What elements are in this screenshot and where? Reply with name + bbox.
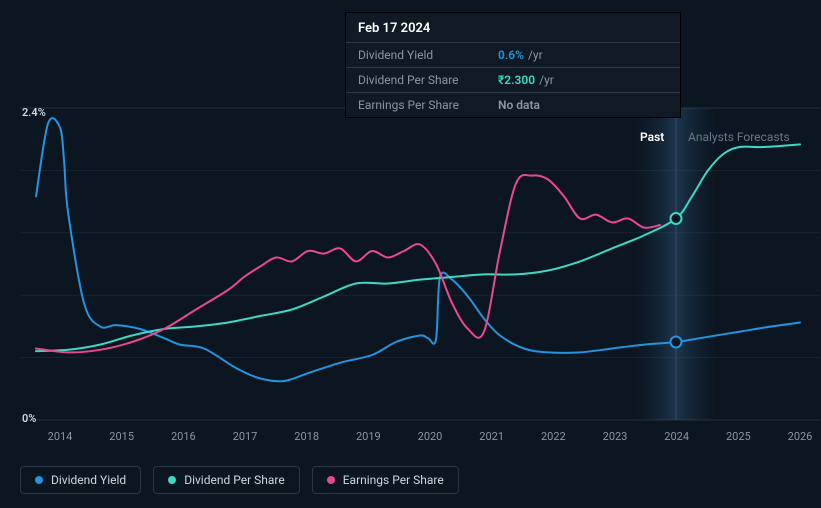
x-axis-label: 2020	[418, 430, 443, 443]
legend-label: Earnings Per Share	[343, 473, 444, 487]
x-axis-label: 2018	[294, 430, 319, 443]
tooltip-row-value: ₹2.300	[498, 73, 535, 87]
legend: Dividend Yield Dividend Per Share Earnings…	[20, 466, 459, 494]
x-axis-label: 2023	[603, 430, 628, 443]
x-axis-label: 2021	[479, 430, 504, 443]
tooltip-row-label: Dividend Yield	[358, 48, 498, 62]
legend-item[interactable]: Dividend Per Share	[153, 466, 300, 494]
tooltip-row-suffix: /yr	[539, 73, 554, 87]
legend-label: Dividend Yield	[51, 473, 126, 487]
tooltip-row-value: 0.6%	[498, 48, 524, 62]
tooltip-row-suffix: /yr	[528, 48, 543, 62]
tooltip-row: Dividend Per Share₹2.300/yr	[346, 68, 680, 93]
tooltip: Feb 17 2024 Dividend Yield0.6%/yrDividen…	[345, 12, 681, 118]
x-axis-label: 2022	[541, 430, 566, 443]
forecast-label: Analysts Forecasts	[688, 130, 790, 144]
x-axis-label: 2017	[233, 430, 258, 443]
legend-item[interactable]: Earnings Per Share	[312, 466, 459, 494]
legend-item[interactable]: Dividend Yield	[20, 466, 141, 494]
x-axis-label: 2014	[48, 430, 73, 443]
x-axis-label: 2025	[726, 430, 751, 443]
x-axis-label: 2019	[356, 430, 381, 443]
y-axis-label: 2.4%	[22, 106, 46, 119]
x-axis-label: 2016	[171, 430, 196, 443]
past-label: Past	[640, 130, 664, 144]
tooltip-row-label: Dividend Per Share	[358, 73, 498, 87]
tooltip-row: Earnings Per ShareNo data	[346, 93, 680, 117]
x-axis-label: 2024	[664, 430, 689, 443]
tooltip-date: Feb 17 2024	[346, 13, 680, 43]
legend-dot-icon	[35, 476, 43, 484]
x-axis-label: 2015	[109, 430, 134, 443]
x-axis-label: 2026	[788, 430, 813, 443]
tooltip-row: Dividend Yield0.6% /yr	[346, 43, 680, 68]
series-marker	[671, 213, 682, 224]
tooltip-row-value: No data	[498, 98, 540, 112]
legend-dot-icon	[168, 476, 176, 484]
tooltip-row-label: Earnings Per Share	[358, 98, 498, 112]
legend-dot-icon	[327, 476, 335, 484]
chart-container: 2.4% 0% 2014 2015 2016 2017 2018 2019 2020 2021 2…	[0, 0, 821, 508]
y-axis-label: 0%	[22, 412, 36, 425]
series-marker	[671, 337, 682, 348]
legend-label: Dividend Per Share	[184, 473, 285, 487]
